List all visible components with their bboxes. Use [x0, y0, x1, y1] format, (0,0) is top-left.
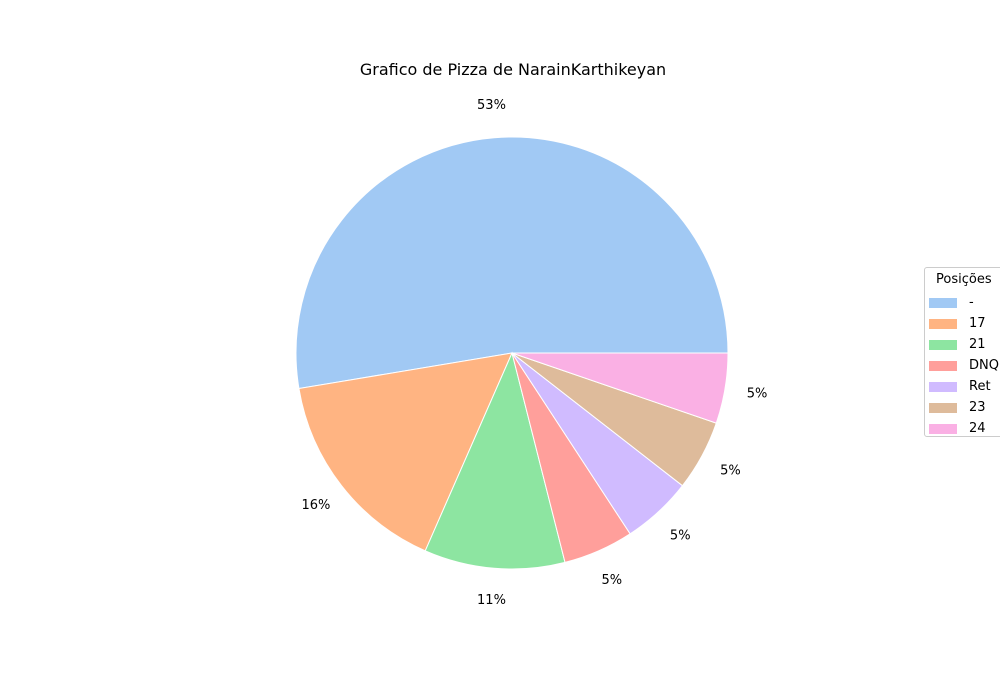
slice-percent-label-6: 5%	[747, 386, 768, 401]
legend-swatch-3	[929, 360, 957, 371]
slice-percent-label-3: 5%	[601, 573, 622, 588]
legend-swatch-2	[929, 339, 957, 350]
slice-percent-label-2: 11%	[477, 593, 506, 608]
legend-label-5: 23	[969, 399, 986, 415]
pie-slice-6	[511, 352, 729, 424]
legend-swatch-5	[929, 402, 957, 413]
pie-slice-1	[298, 352, 513, 552]
slice-percent-label-5: 5%	[720, 464, 741, 479]
legend-title: Posições	[936, 272, 992, 287]
slice-percent-label-4: 5%	[670, 528, 691, 543]
legend-item-2: 21	[929, 334, 999, 355]
pie-slice-2	[424, 351, 566, 570]
legend-label-1: 17	[969, 315, 986, 331]
legend-item-3: DNQ	[929, 355, 999, 376]
legend-swatch-4	[929, 381, 957, 392]
legend-item-4: Ret	[929, 376, 999, 397]
legend-label-6: 24	[969, 420, 986, 436]
legend-item-1: 17	[929, 313, 999, 334]
legend-item-0: -	[929, 292, 999, 313]
legend-items: - 17 21 DNQ Ret 23 24	[929, 292, 999, 439]
legend-label-0: -	[969, 294, 974, 310]
slice-percent-label-1: 16%	[302, 498, 331, 513]
legend-label-2: 21	[969, 336, 986, 352]
legend-item-6: 24	[929, 418, 999, 439]
legend-swatch-1	[929, 318, 957, 329]
pie-labels: 53% 16% 11% 5% 5% 5% 5%	[302, 98, 768, 608]
legend: Posições - 17 21 DNQ Ret 23 24	[924, 267, 1000, 437]
legend-swatch-0	[929, 297, 957, 308]
legend-item-5: 23	[929, 397, 999, 418]
slice-percent-label-0: 53%	[477, 98, 506, 113]
legend-swatch-6	[929, 423, 957, 434]
legend-label-3: DNQ	[969, 357, 999, 373]
pie-slices	[295, 136, 729, 570]
chart-title: Grafico de Pizza de NarainKarthikeyan	[359, 60, 667, 79]
legend-label-4: Ret	[969, 378, 991, 394]
pie-slice-0	[295, 136, 729, 390]
